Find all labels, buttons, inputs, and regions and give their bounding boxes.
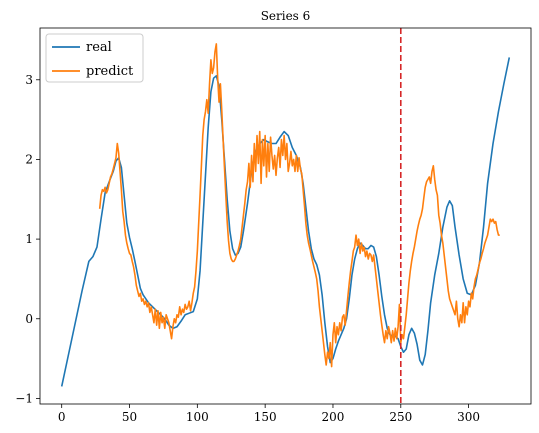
plot-frame: [39, 27, 532, 405]
x-tick-label: 150: [254, 410, 277, 424]
y-tick-label: 0: [25, 312, 33, 326]
x-tick-label: 250: [389, 410, 412, 424]
chart-title: Series 6: [261, 9, 311, 23]
plot-area: [60, 28, 511, 404]
legend-box: [45, 33, 144, 83]
y-tick-label: −1: [15, 391, 33, 405]
y-tick-label: 3: [25, 73, 33, 87]
x-tick-label: 200: [322, 410, 345, 424]
y-tick-label: 2: [25, 152, 33, 166]
y-tick-label: 1: [25, 232, 33, 246]
x-tick-label: 300: [457, 410, 480, 424]
series-line-predict: [98, 43, 500, 368]
legend-label-real: real: [86, 40, 112, 55]
legend: real predict: [45, 33, 144, 83]
axes: 0 50 100 150 200 250 300 −1 0 1 2 3: [15, 73, 480, 424]
x-tick-label: 0: [58, 410, 66, 424]
legend-label-predict: predict: [86, 64, 134, 79]
x-tick-label: 50: [122, 410, 137, 424]
x-tick-label: 100: [186, 410, 209, 424]
